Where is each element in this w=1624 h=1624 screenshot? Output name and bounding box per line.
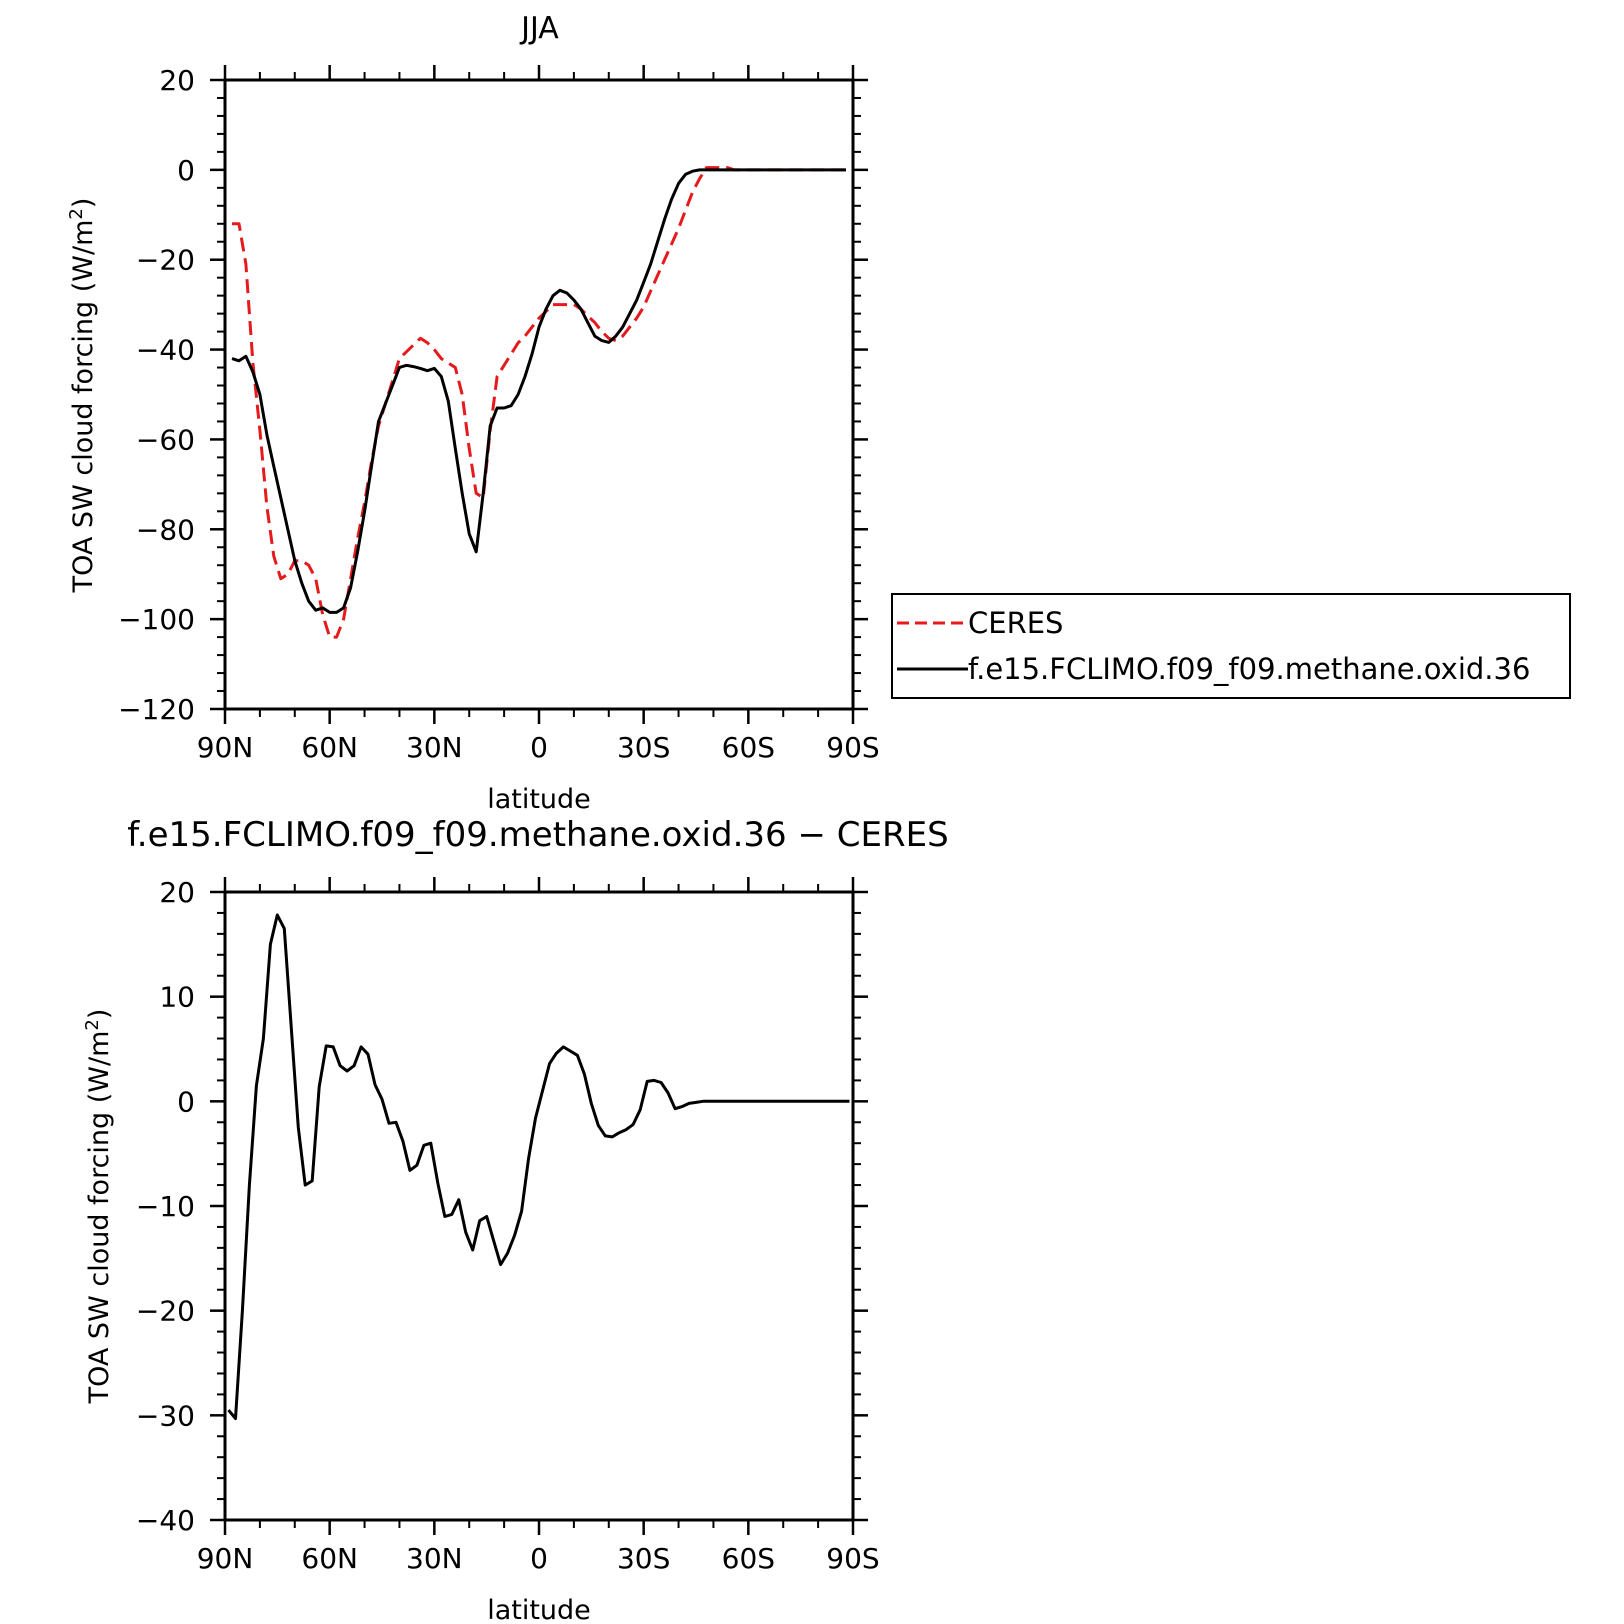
x-tick-label: 0 bbox=[530, 731, 548, 764]
x-tick-label: 90S bbox=[826, 731, 879, 764]
panel2-ylabel-suffix: ) bbox=[84, 1009, 115, 1020]
legend-ceres-label: CERES bbox=[968, 606, 1063, 640]
difference-series-line bbox=[227, 913, 850, 1420]
y-tick-label: 20 bbox=[159, 64, 195, 97]
x-tick-label: 0 bbox=[530, 1542, 548, 1575]
jja-panel: JJA 90N 60N 30N 0 30S 60S 90S 20 0 −20 −40 −60 −80 −… bbox=[66, 11, 1571, 815]
y-tick-label: −30 bbox=[136, 1399, 195, 1432]
panel1-x-axis-label: latitude bbox=[487, 784, 591, 815]
panel2-plot-frame bbox=[223, 890, 855, 1522]
y-tick-label: −60 bbox=[136, 423, 195, 456]
legend-model-label: f.e15.FCLIMO.f09_f09.methane.oxid.36 bbox=[968, 652, 1530, 686]
panel1-x-tick-labels: 90N 60N 30N 0 30S 60S 90S bbox=[197, 731, 880, 764]
x-tick-label: 60N bbox=[301, 1542, 358, 1575]
panel2-x-tick-labels: 90N 60N 30N 0 30S 60S 90S bbox=[197, 1542, 880, 1575]
x-tick-label: 90N bbox=[197, 1542, 254, 1575]
panel1-series bbox=[231, 166, 846, 639]
x-tick-label: 60N bbox=[301, 731, 358, 764]
x-tick-label: 90S bbox=[826, 1542, 879, 1575]
x-tick-label: 60S bbox=[722, 731, 775, 764]
panel2-x-axis-label: latitude bbox=[487, 1595, 591, 1624]
panel1-y-tick-labels: 20 0 −20 −40 −60 −80 −100 −120 bbox=[118, 64, 195, 726]
panel1-legend: CERES f.e15.FCLIMO.f09_f09.methane.oxid.… bbox=[891, 593, 1571, 699]
panel1-ylabel-prefix: TOA SW cloud forcing (W/m bbox=[68, 220, 99, 594]
x-tick-label: 30N bbox=[406, 1542, 463, 1575]
y-tick-label: −40 bbox=[136, 334, 195, 367]
y-tick-label: −20 bbox=[136, 244, 195, 277]
panel1-ylabel-sup: 2 bbox=[66, 208, 87, 219]
y-tick-label: −100 bbox=[118, 603, 195, 636]
y-tick-label: 20 bbox=[159, 876, 195, 909]
legend-box bbox=[891, 593, 1571, 699]
y-tick-label: 10 bbox=[159, 981, 195, 1014]
y-tick-label: 0 bbox=[177, 1085, 195, 1118]
panel1-y-axis-label: TOA SW cloud forcing (W/m2) bbox=[66, 198, 99, 594]
panel1-title: JJA bbox=[519, 11, 559, 46]
panel2-ticks bbox=[210, 877, 868, 1535]
y-tick-label: 0 bbox=[177, 154, 195, 187]
panel1-ticks bbox=[210, 65, 868, 724]
ceres-series-line bbox=[232, 166, 846, 639]
x-tick-label: 30N bbox=[406, 731, 463, 764]
model-series-line bbox=[231, 168, 846, 614]
panel1-plot-frame bbox=[223, 78, 855, 711]
y-tick-label: −10 bbox=[136, 1190, 195, 1223]
panel2-y-axis-label: TOA SW cloud forcing (W/m2) bbox=[82, 1009, 115, 1405]
panel2-title: f.e15.FCLIMO.f09_f09.methane.oxid.36 − C… bbox=[127, 815, 948, 855]
panel2-series bbox=[227, 913, 850, 1420]
difference-panel: f.e15.FCLIMO.f09_f09.methane.oxid.36 − C… bbox=[82, 815, 949, 1624]
x-tick-label: 60S bbox=[722, 1542, 775, 1575]
y-tick-label: −80 bbox=[136, 513, 195, 546]
panel2-ylabel-prefix: TOA SW cloud forcing (W/m bbox=[84, 1031, 115, 1405]
x-tick-label: 30S bbox=[617, 731, 670, 764]
panel2-ylabel-sup: 2 bbox=[82, 1019, 103, 1030]
y-tick-label: −20 bbox=[136, 1295, 195, 1328]
y-tick-label: −40 bbox=[136, 1504, 195, 1537]
x-tick-label: 30S bbox=[617, 1542, 670, 1575]
x-tick-label: 90N bbox=[197, 731, 254, 764]
panel2-y-tick-labels: 20 10 0 −10 −20 −30 −40 bbox=[136, 876, 195, 1537]
panel1-ylabel-suffix: ) bbox=[68, 198, 99, 209]
y-tick-label: −120 bbox=[118, 693, 195, 726]
